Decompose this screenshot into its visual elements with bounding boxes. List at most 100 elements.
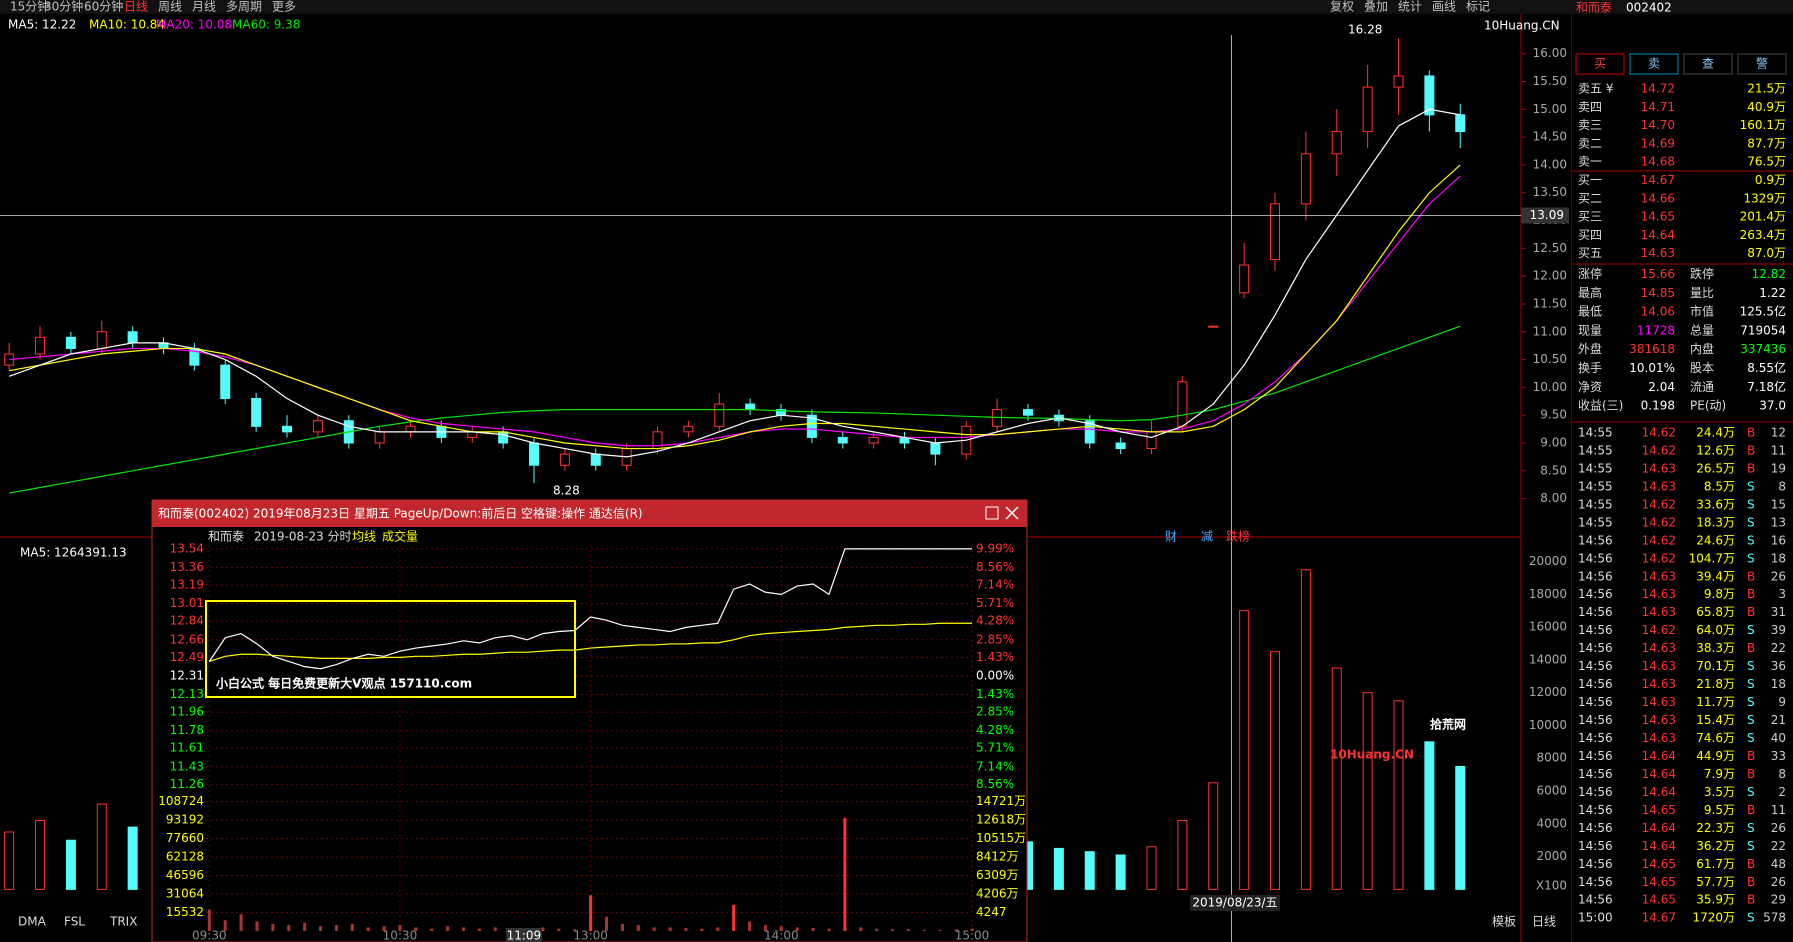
- trade-button[interactable]: [1737, 53, 1787, 75]
- trade-button[interactable]: [1629, 53, 1679, 75]
- toolbar-item[interactable]: 多周期: [226, 0, 262, 14]
- tick-side: S: [1747, 911, 1755, 925]
- template-tab[interactable]: 模板: [1492, 915, 1516, 929]
- tick-count: 40: [1771, 731, 1786, 745]
- trade-button[interactable]: [1683, 53, 1733, 75]
- toolbar-item[interactable]: 更多: [272, 0, 296, 14]
- stat-label: 收益(三): [1578, 399, 1623, 413]
- tick-side: S: [1747, 821, 1755, 835]
- volume-bar: [366, 927, 370, 931]
- indicator-tab[interactable]: TRIX: [109, 915, 137, 929]
- price-tick-label: 13.19: [170, 578, 204, 592]
- toolbar-item[interactable]: 30分钟: [44, 0, 83, 14]
- tick-volume: 24.4万: [1696, 426, 1735, 440]
- ma-legend: MA60: 9.38: [232, 18, 300, 32]
- time-label: 09:30: [192, 929, 227, 942]
- tick-time: 14:56: [1578, 821, 1613, 835]
- indicator-tab[interactable]: FSL: [64, 915, 85, 929]
- toolbar-item[interactable]: 复权: [1330, 0, 1354, 14]
- quote-level: 卖四: [1578, 100, 1602, 114]
- tick-count: 36: [1771, 659, 1786, 673]
- volume-bar: [127, 826, 138, 890]
- price-tick-label: 12.84: [170, 614, 204, 628]
- annotation-text: 小白公式 每日免费更新大V观点 157110.com: [216, 676, 472, 691]
- close-button[interactable]: [1005, 506, 1019, 520]
- tick-volume: 7.9万: [1704, 767, 1735, 781]
- volume-bar: [1393, 700, 1404, 890]
- amount-label: 4206万: [976, 887, 1019, 901]
- toolbar-item[interactable]: 标记: [1466, 0, 1490, 14]
- trade-button-label[interactable]: 查: [1702, 57, 1714, 71]
- pct-label: 9.99%: [976, 541, 1014, 555]
- toolbar-item[interactable]: 画线: [1432, 0, 1456, 14]
- toolbar-item[interactable]: 周线: [158, 0, 182, 14]
- volume-bar: [906, 929, 910, 931]
- y-tick-label: 6000: [1536, 784, 1567, 798]
- pct-label: 1.43%: [976, 687, 1014, 701]
- quote-volume: 160.1万: [1740, 118, 1786, 132]
- tick-price: 14.62: [1642, 497, 1676, 511]
- period-tab[interactable]: 日线: [1532, 915, 1556, 929]
- tick-time: 14:55: [1578, 515, 1613, 529]
- stat-label: 最低: [1578, 305, 1602, 319]
- tick-volume: 70.1万: [1696, 659, 1735, 673]
- crosshair-label: 13.09: [1530, 208, 1564, 222]
- volume-bar: [477, 928, 481, 931]
- tick-time: 14:56: [1578, 875, 1613, 889]
- annotation-text-bg: [208, 672, 573, 696]
- popup-titlebar: [152, 500, 1027, 527]
- toolbar-item[interactable]: 日线: [124, 0, 148, 14]
- y-tick-label: 10.00: [1533, 380, 1567, 394]
- event-marker[interactable]: 减: [1201, 530, 1213, 544]
- pct-label: 4.28%: [976, 614, 1014, 628]
- volume-bar: [795, 927, 799, 931]
- tick-side: S: [1747, 479, 1755, 493]
- tick-volume: 38.3万: [1696, 641, 1735, 655]
- crosshair-box: [1521, 207, 1569, 224]
- event-marker[interactable]: 财: [1165, 530, 1177, 544]
- toolbar-item[interactable]: 叠加: [1364, 0, 1388, 14]
- time-label: 15:00: [955, 929, 990, 942]
- toolbar-item[interactable]: 60分钟: [84, 0, 123, 14]
- volume-bar: [1084, 851, 1095, 890]
- tick-count: 48: [1771, 857, 1786, 871]
- tick-price: 14.64: [1642, 785, 1676, 799]
- stat-value: 8.55亿: [1747, 360, 1786, 375]
- toolbar-item[interactable]: 统计: [1398, 0, 1422, 14]
- candle-body: [745, 403, 756, 411]
- quote-volume: 0.9万: [1755, 173, 1786, 187]
- trade-button-label[interactable]: 警: [1756, 56, 1768, 71]
- tick-count: 26: [1771, 569, 1786, 583]
- tick-price: 14.63: [1642, 587, 1676, 601]
- price-tick-label: 12.66: [170, 632, 204, 646]
- stat-label: 流通: [1690, 380, 1714, 394]
- volume-bar: [239, 914, 243, 931]
- tick-count: 26: [1771, 821, 1786, 835]
- candle-body: [1455, 114, 1466, 133]
- y-tick-label: 15.50: [1533, 74, 1567, 88]
- quote-price: 14.68: [1641, 155, 1675, 169]
- tick-price: 14.62: [1642, 515, 1676, 529]
- quote-level: 卖三: [1578, 118, 1602, 132]
- tick-count: 31: [1771, 605, 1786, 619]
- tick-count: 39: [1771, 623, 1786, 637]
- amount-label: 14721万: [976, 794, 1026, 808]
- trade-button-label[interactable]: 买: [1594, 57, 1606, 71]
- maximize-button[interactable]: [985, 506, 999, 520]
- event-marker[interactable]: 跌榜: [1226, 529, 1250, 544]
- toolbar-item[interactable]: 15分钟: [10, 0, 49, 14]
- unit-label: X100: [1536, 879, 1567, 893]
- trade-button-label[interactable]: 卖: [1648, 57, 1660, 71]
- trade-button[interactable]: [1575, 53, 1625, 75]
- pct-label: 4.28%: [976, 723, 1014, 737]
- amount-label: 6309万: [976, 868, 1019, 882]
- candle-body: [683, 425, 694, 433]
- toolbar-item[interactable]: 月线: [192, 0, 216, 14]
- tick-time: 14:56: [1578, 803, 1613, 817]
- indicator-tab[interactable]: DMA: [18, 915, 47, 929]
- volume-bar: [684, 928, 688, 931]
- stat-value: 15.66: [1641, 267, 1675, 281]
- tick-count: 578: [1763, 911, 1786, 925]
- ma-legend: MA5: 12.22: [8, 18, 76, 32]
- volume-bar: [620, 923, 624, 931]
